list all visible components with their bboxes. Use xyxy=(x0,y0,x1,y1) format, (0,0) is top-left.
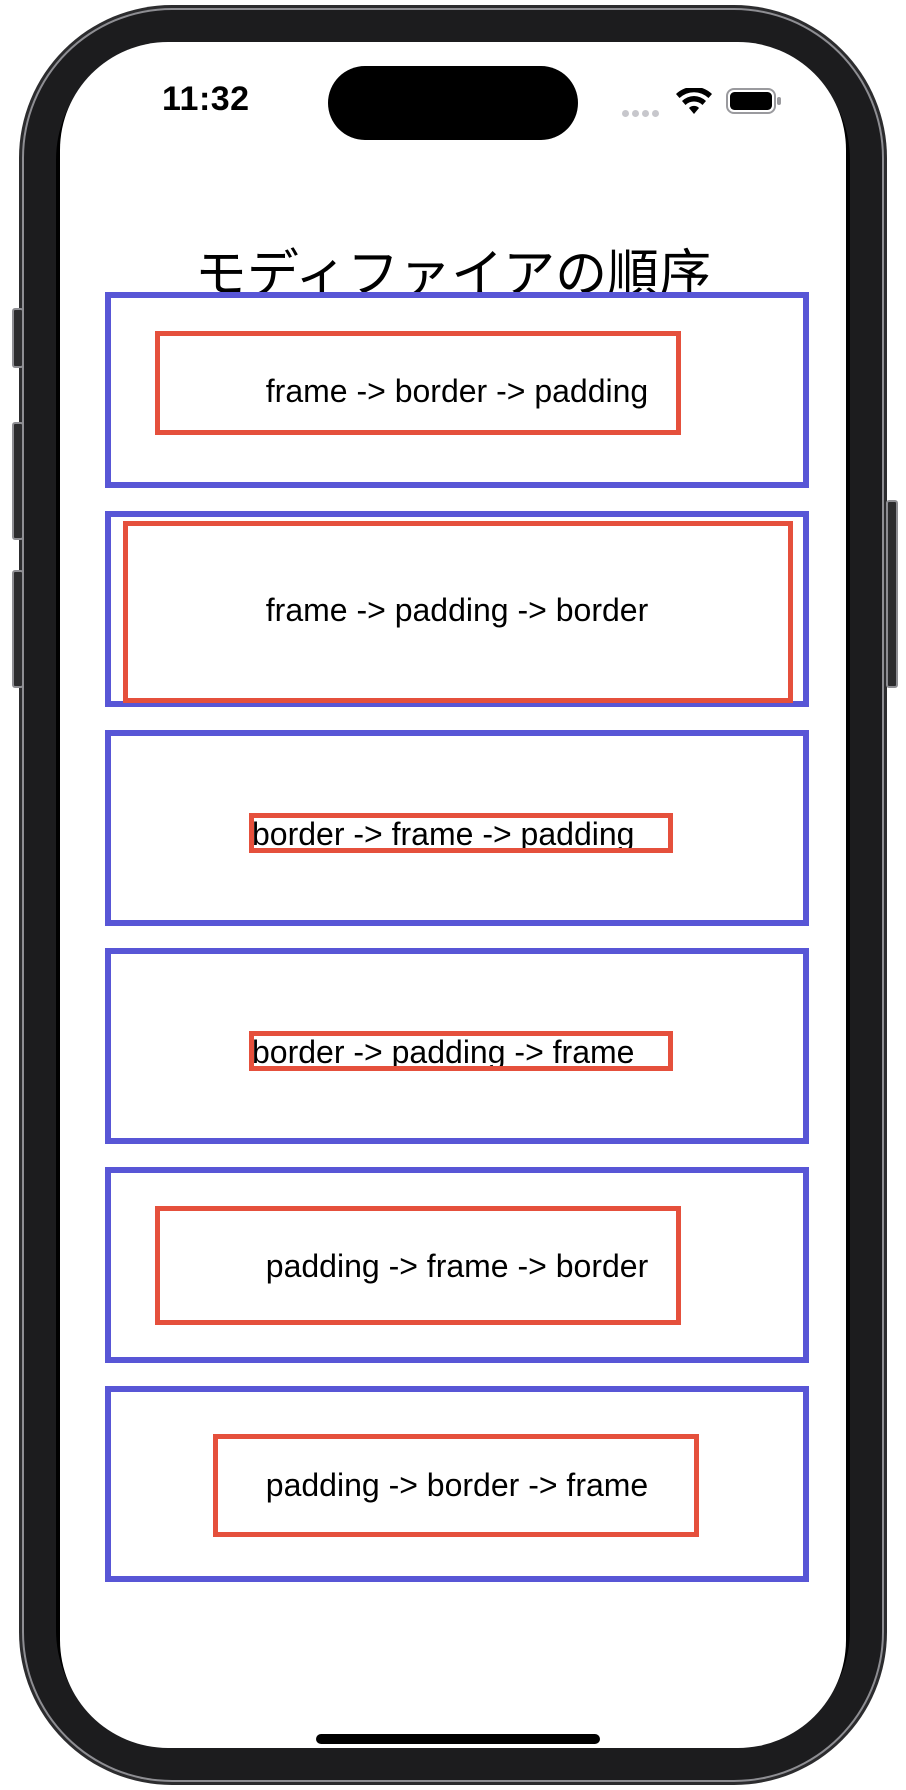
cellular-signal-icon xyxy=(622,104,664,117)
example-card-1: frame -> border -> padding xyxy=(105,292,809,488)
example-label: padding -> frame -> border xyxy=(265,1248,649,1284)
example-label: padding -> border -> frame xyxy=(265,1467,649,1503)
power-button xyxy=(886,500,898,688)
example-card-6: padding -> border -> frame xyxy=(105,1386,809,1582)
example-label: border -> padding -> frame xyxy=(252,1034,635,1070)
example-label: border -> frame -> padding xyxy=(252,816,635,852)
inner-border-box: border -> padding -> frame xyxy=(249,1031,673,1071)
inner-border-box: border -> frame -> padding xyxy=(249,813,673,853)
inner-border-box xyxy=(155,331,681,435)
example-card-2: frame -> padding -> border xyxy=(105,511,809,707)
battery-icon xyxy=(726,88,781,114)
dynamic-island xyxy=(328,66,578,140)
example-card-4: border -> padding -> frame xyxy=(105,948,809,1144)
inner-border-box xyxy=(155,1206,681,1325)
screen: 11:32 モディファイアの順序 frame -> border -> padd… xyxy=(60,42,846,1748)
status-bar: 11:32 xyxy=(60,42,846,162)
inner-border-box xyxy=(213,1434,699,1537)
home-indicator[interactable] xyxy=(316,1734,600,1744)
example-card-3: border -> frame -> padding xyxy=(105,730,809,926)
volume-down-button xyxy=(12,570,24,688)
action-button xyxy=(12,308,24,368)
status-time: 11:32 xyxy=(162,80,250,118)
example-label: frame -> padding -> border xyxy=(265,592,649,628)
volume-up-button xyxy=(12,422,24,540)
inner-border-box xyxy=(123,521,793,703)
example-card-5: padding -> frame -> border xyxy=(105,1167,809,1363)
example-label: frame -> border -> padding xyxy=(265,373,649,409)
wifi-icon xyxy=(676,88,712,114)
